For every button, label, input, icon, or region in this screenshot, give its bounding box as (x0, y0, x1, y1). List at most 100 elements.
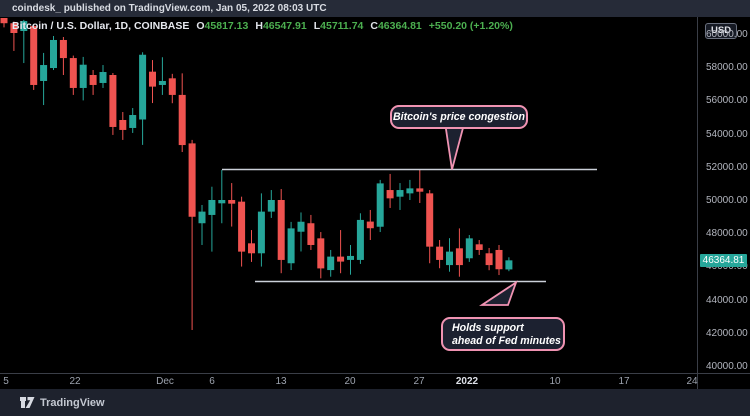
tradingview-brand[interactable]: TradingView (20, 396, 105, 409)
annotation-text: Bitcoin's price congestion (392, 111, 526, 123)
price-tick-label: 50000.00 (706, 195, 748, 206)
candles-group[interactable] (0, 18, 513, 330)
open-label: O (196, 20, 205, 32)
low-label: L (313, 20, 321, 32)
candle-body (188, 143, 196, 217)
candle-body (89, 75, 97, 85)
candle-body (59, 39, 67, 59)
candle-wick (23, 19, 25, 64)
candle-wick (191, 139, 193, 330)
candle-body (307, 223, 315, 245)
close-value: 46364.81 (377, 20, 422, 32)
last-price-badge: 46364.81 (700, 253, 747, 267)
currency-badge[interactable]: USD (705, 23, 738, 39)
time-tick-label: Dec (156, 376, 174, 387)
candle-body (69, 58, 77, 88)
time-tick-label: 6 (209, 376, 215, 387)
annotation-text-line2: ahead of Fed minutes (452, 335, 561, 347)
candle-body (356, 219, 364, 260)
candlestick-canvas[interactable] (0, 18, 697, 373)
time-axis[interactable]: 5 22 Dec 6 13 20 27 2022 10 17 24 (0, 373, 750, 390)
price-axis[interactable]: USD 46364.81 60000.00 58000.00 56000.00 540… (697, 17, 750, 373)
price-tick-label: 46000.00 (706, 261, 748, 273)
high-value: 46547.91 (262, 20, 307, 32)
tradingview-brand-text: TradingView (40, 396, 105, 409)
candle-body (109, 75, 117, 127)
candle-body (218, 200, 226, 204)
candle-wick (231, 183, 233, 227)
annotation-text-line1: Holds support (452, 322, 524, 334)
price-tick-label: 48000.00 (706, 228, 748, 240)
time-tick-label: 20 (344, 376, 356, 387)
candle-body (495, 249, 503, 270)
candle-body (406, 188, 414, 194)
open-value: 45817.13 (204, 20, 249, 32)
candle-body (317, 238, 325, 269)
candle-wick (340, 230, 342, 274)
axis-corner-divider (697, 374, 698, 390)
trend-lines-group[interactable] (222, 168, 597, 283)
candle-body (396, 190, 404, 197)
candle-body (0, 18, 8, 24)
change-value: +550.20 (+1.20%) (428, 20, 513, 32)
candle-body (327, 256, 335, 271)
candle-body (228, 200, 236, 204)
time-tick-label: 17 (618, 376, 630, 387)
candle-body (257, 211, 265, 254)
candle-body (178, 94, 186, 146)
annotation-price-congestion[interactable]: Bitcoin's price congestion (390, 105, 528, 129)
chart-plot-area[interactable]: Bitcoin / U.S. Dollar, 1D, COINBASE O4581… (0, 17, 697, 373)
callout-tail-support (479, 280, 518, 306)
candle-body (119, 119, 127, 130)
price-tick-label: 44000.00 (706, 294, 748, 306)
price-tick-label: 60000.00 (706, 29, 748, 40)
time-tick-label: 2022 (455, 376, 479, 387)
symbol-legend[interactable]: Bitcoin / U.S. Dollar, 1D, COINBASE O4581… (12, 20, 513, 32)
candle-body (79, 64, 87, 88)
candle-body (366, 221, 374, 229)
candle-body (10, 23, 18, 33)
candle-body (149, 71, 156, 87)
high-label: H (255, 20, 263, 32)
candle-body (347, 255, 354, 260)
candle-wick (201, 204, 203, 245)
publish-info-bar: coindesk_ published on TradingView.com, … (0, 0, 750, 17)
candle-body (297, 221, 305, 232)
annotation-holds-support[interactable]: Holds support ahead of Fed minutes (441, 317, 565, 351)
candle-wick (300, 212, 302, 252)
candle-body (238, 201, 246, 252)
price-tick-label: 52000.00 (706, 161, 748, 173)
candle-body (267, 200, 275, 212)
candle-body (139, 54, 147, 120)
candle-body (158, 80, 166, 85)
candle-wick (419, 169, 421, 203)
time-tick-label: 10 (549, 376, 561, 387)
candle-body (30, 26, 38, 85)
candle-wick (221, 169, 223, 224)
low-value: 45711.74 (320, 20, 364, 32)
time-tick-label: 24 (686, 376, 698, 387)
price-tick-label: 58000.00 (706, 62, 748, 74)
candle-wick (211, 186, 213, 252)
candle-body (475, 244, 483, 250)
time-tick-label: 27 (413, 376, 425, 387)
time-tick-label: 22 (69, 376, 81, 387)
candle-body (446, 251, 453, 266)
candle-body (40, 65, 48, 81)
candle-body (465, 238, 473, 259)
candle-body (50, 39, 57, 69)
footer-bar: TradingView (0, 389, 750, 416)
candle-body (416, 188, 424, 192)
price-tick-label: 42000.00 (706, 327, 748, 339)
candle-body (287, 228, 295, 264)
candle-body (198, 211, 206, 224)
time-tick-label: 5 (3, 376, 9, 387)
candle-body (337, 256, 345, 262)
candle-body (129, 115, 137, 128)
price-tick-label: 54000.00 (706, 128, 748, 140)
candle-body (426, 193, 434, 247)
candle-body (168, 78, 176, 95)
candle-body (436, 246, 444, 260)
candle-body (248, 243, 255, 254)
